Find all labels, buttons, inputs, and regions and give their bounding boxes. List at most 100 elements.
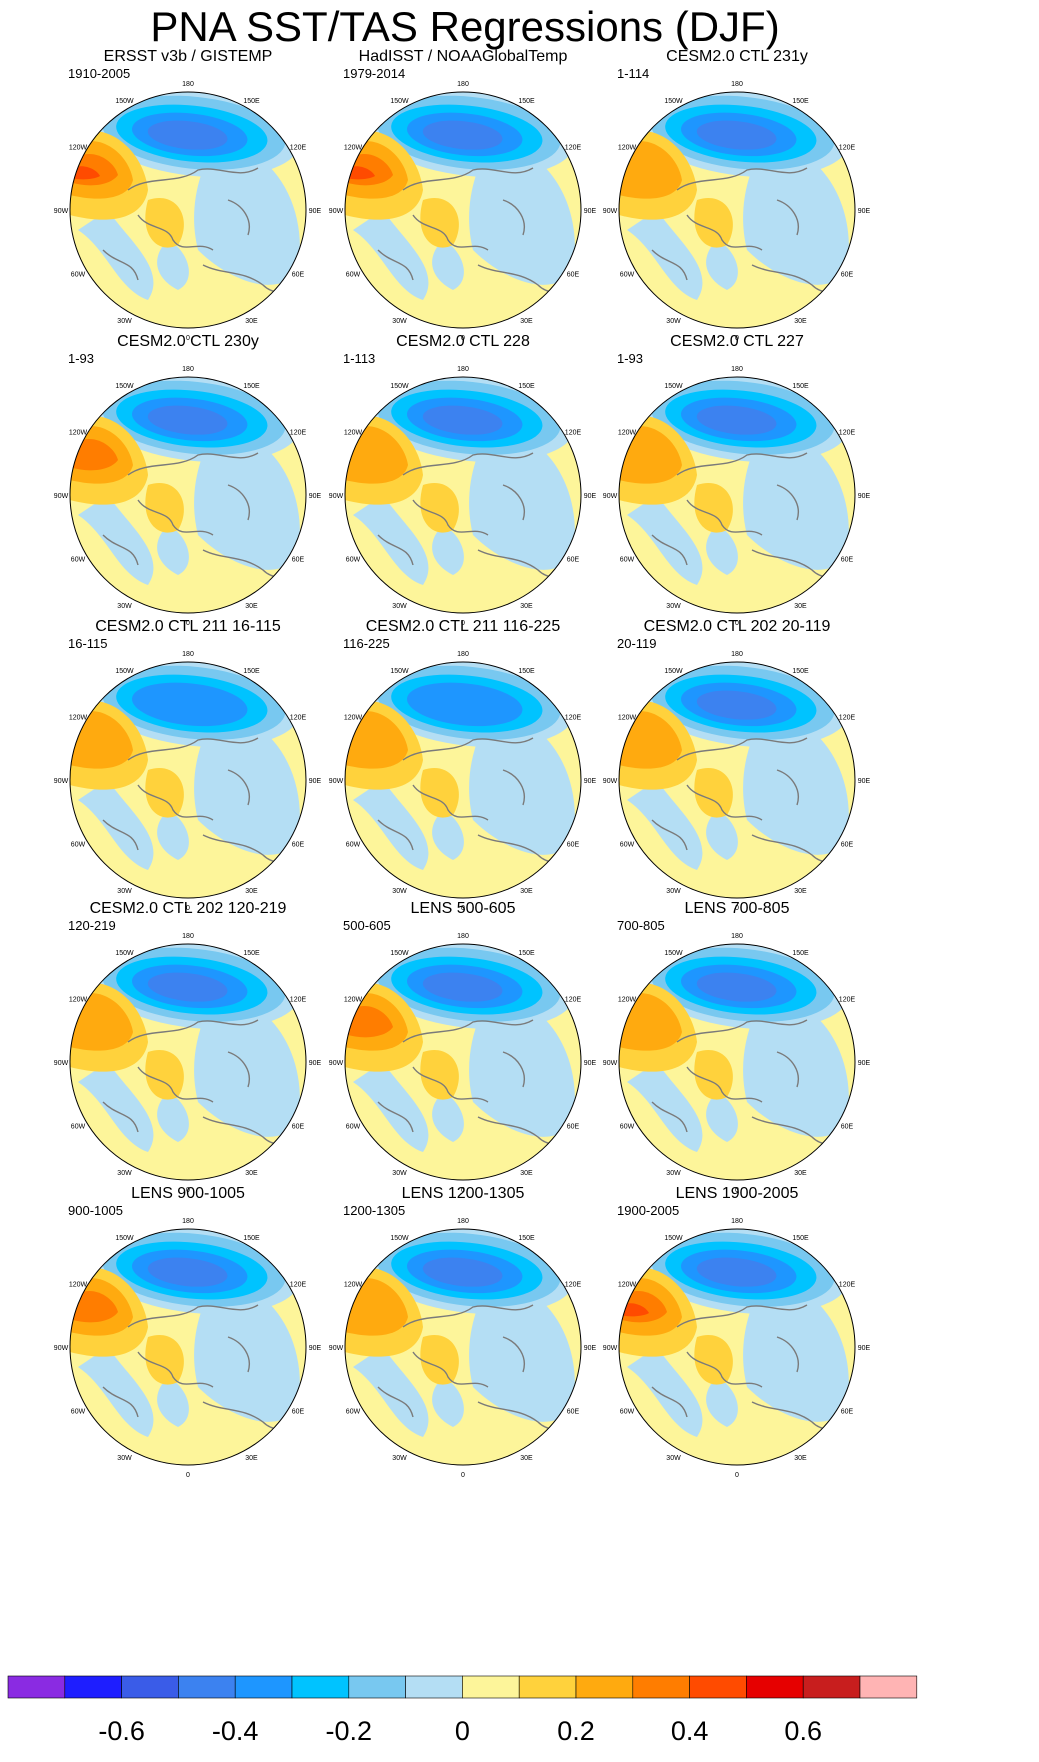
- weak-negative-region: [706, 1092, 738, 1142]
- colorbar-swatch: [121, 1675, 179, 1699]
- coastline: [377, 737, 569, 871]
- polar-map: [344, 943, 582, 1181]
- longitude-label: 150W: [390, 950, 409, 957]
- panel-title: CESM2.0 CTL 227: [670, 333, 804, 350]
- panel-period: 1900-2005: [617, 1203, 679, 1218]
- longitude-label: 90E: [584, 1345, 597, 1352]
- panel-title: CESM2.0 CTL 211 116-225: [366, 618, 561, 635]
- weak-negative-region: [78, 780, 154, 870]
- warm-anomaly-contour: [345, 711, 408, 769]
- longitude-label: 60W: [620, 272, 635, 279]
- panel-period: 1-113: [343, 351, 375, 366]
- field-layer: [345, 377, 581, 613]
- colorbar-swatch: [348, 1675, 406, 1699]
- warm-anomaly-contour: [145, 1050, 184, 1100]
- longitude-label: 90E: [858, 208, 871, 215]
- longitude-label: 0: [186, 905, 190, 912]
- longitude-label: 0: [735, 620, 739, 627]
- longitude-label: 180: [457, 651, 469, 658]
- warm-anomaly-contour: [145, 483, 184, 533]
- weak-negative-region: [706, 525, 738, 575]
- panel-title: ERSST v3b / GISTEMP: [104, 48, 273, 65]
- longitude-label: 120E: [565, 1282, 582, 1289]
- cold-anomaly-contour: [696, 690, 777, 720]
- field-layer: [619, 662, 855, 898]
- panel-period: 20-119: [617, 636, 657, 651]
- field-layer: [619, 377, 855, 613]
- longitude-label: 180: [731, 1218, 743, 1225]
- longitude-label: 180: [731, 81, 743, 88]
- colorbar-tick-label: -0.4: [212, 1716, 259, 1746]
- longitude-label: 120E: [839, 430, 856, 437]
- colorbar-swatch: [291, 1675, 350, 1699]
- weak-negative-region: [432, 1092, 464, 1142]
- longitude-label: 30W: [666, 318, 681, 325]
- longitude-label: 120W: [344, 997, 363, 1004]
- longitude-label: 180: [182, 81, 194, 88]
- cold-anomaly-contour: [131, 682, 248, 727]
- longitude-label: 0: [186, 335, 190, 342]
- longitude-label: 90W: [603, 1345, 618, 1352]
- panel-title: LENS 500-605: [411, 900, 516, 917]
- longitude-label: 90W: [329, 493, 344, 500]
- longitude-label: 30W: [117, 1455, 132, 1462]
- panel-period: 1-93: [68, 351, 94, 366]
- longitude-label: 30E: [794, 603, 807, 610]
- map-panel: LENS 900-1005 900-1005 180 150E 120E 90E 60E 30…: [54, 1185, 322, 1479]
- longitude-label: 60E: [841, 842, 854, 849]
- longitude-label: 30E: [245, 1170, 258, 1177]
- panel-period: 1910-2005: [68, 66, 130, 81]
- colorbar: -0.6 -0.4 -0.2 0 0.2 0.4 0.6: [7, 1675, 918, 1746]
- colorbar-swatch: [405, 1675, 463, 1699]
- longitude-label: 150E: [792, 98, 809, 105]
- weak-negative-region: [432, 525, 464, 575]
- longitude-label: 120E: [839, 1282, 856, 1289]
- coastline: [377, 1019, 569, 1153]
- warm-anomaly-contour: [70, 439, 118, 471]
- longitude-label: 30E: [520, 603, 533, 610]
- longitude-label: 0: [186, 1187, 190, 1194]
- cold-anomaly-contour: [422, 120, 503, 150]
- weak-negative-region: [157, 240, 189, 290]
- coastline: [651, 452, 843, 586]
- longitude-label: 60E: [567, 1124, 580, 1131]
- longitude-label: 90W: [329, 1345, 344, 1352]
- weak-negative-region: [706, 1377, 738, 1427]
- weak-negative-region: [353, 495, 429, 585]
- longitude-label: 30E: [520, 1455, 533, 1462]
- longitude-label: 150E: [518, 383, 535, 390]
- field-layer: [70, 377, 306, 613]
- map-boundary: [69, 943, 307, 1181]
- longitude-label: 30E: [794, 1170, 807, 1177]
- colorbar-swatch: [575, 1675, 634, 1699]
- longitude-label: 150W: [390, 668, 409, 675]
- weak-negative-region: [78, 1062, 154, 1152]
- longitude-label: 60W: [620, 1124, 635, 1131]
- longitude-label: 150E: [518, 668, 535, 675]
- panel-period: 1-93: [617, 351, 643, 366]
- polar-map: [69, 661, 307, 899]
- warm-anomaly-contour: [420, 198, 459, 248]
- longitude-label: 120W: [69, 1282, 88, 1289]
- longitude-label: 60E: [292, 557, 305, 564]
- longitude-label: 150E: [792, 668, 809, 675]
- longitude-label: 90W: [329, 1060, 344, 1067]
- cold-anomaly-contour: [696, 120, 777, 150]
- weak-negative-region: [353, 780, 429, 870]
- longitude-label: 150W: [115, 1235, 134, 1242]
- longitude-label: 180: [457, 366, 469, 373]
- coastline: [377, 452, 569, 586]
- cold-anomaly-contour: [696, 1257, 777, 1287]
- longitude-label: 150E: [518, 98, 535, 105]
- field-layer: [345, 1229, 581, 1465]
- coastline: [651, 737, 843, 871]
- longitude-label: 150W: [390, 98, 409, 105]
- map-boundary: [344, 376, 582, 614]
- panel-title: HadISST / NOAAGlobalTemp: [359, 48, 568, 65]
- cold-anomaly-contour: [147, 1257, 228, 1287]
- coastline: [102, 1019, 294, 1153]
